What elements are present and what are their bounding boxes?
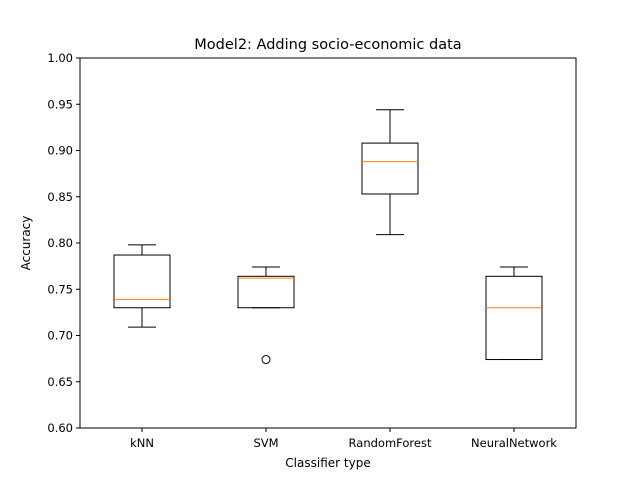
box-kNN: [113, 254, 171, 309]
x-tick-label: kNN: [130, 436, 154, 450]
y-tick-label: 1.00: [47, 51, 73, 65]
y-tick-label: 0.75: [47, 282, 73, 296]
plot-area: 0.60 0.65 0.70 0.75 0.80 0.85 0.90 0.95 1.00 kNN S…: [47, 51, 577, 450]
y-tick-label: 0.80: [47, 236, 73, 250]
y-axis-label: Accuracy: [19, 216, 33, 271]
y-tick-label: 0.90: [47, 144, 73, 158]
x-axis-label: Classifier type: [285, 456, 370, 470]
y-tick-label: 0.70: [47, 329, 73, 343]
chart-title: Model2: Adding socio-economic data: [194, 37, 461, 53]
x-tick-label: SVM: [253, 436, 278, 450]
y-tick-label: 0.60: [47, 421, 73, 435]
x-tick-label: NeuralNetwork: [471, 436, 557, 450]
box-SVM: [237, 275, 295, 309]
y-tick-label: 0.85: [47, 190, 73, 204]
y-tick-label: 0.95: [47, 97, 73, 111]
box-NeuralNetwork: [485, 275, 543, 361]
y-tick-label: 0.65: [47, 375, 73, 389]
x-tick-label: RandomForest: [349, 436, 432, 450]
outlier-point: [261, 355, 271, 365]
axes-frame: [79, 57, 577, 429]
box-RandomForest: [361, 142, 419, 195]
